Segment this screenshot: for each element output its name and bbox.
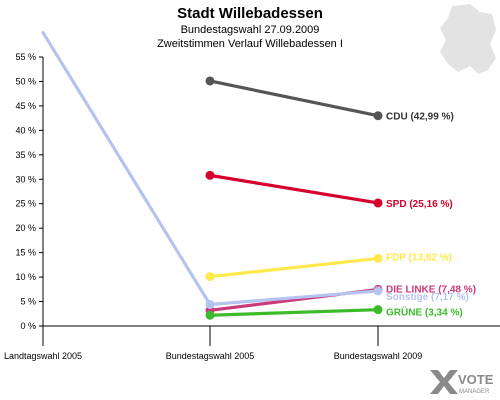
germany-map-icon bbox=[440, 4, 496, 74]
logo-manager-text: MANAGER bbox=[459, 389, 490, 395]
chart-subtitle: Bundestagswahl 27.09.2009 bbox=[181, 24, 320, 36]
y-tick-label: 55 % bbox=[15, 52, 36, 62]
y-tick-label: 5 % bbox=[20, 297, 36, 307]
y-tick-label: 0 % bbox=[20, 321, 36, 331]
y-tick-label: 40 % bbox=[15, 125, 36, 135]
y-tick-label: 45 % bbox=[15, 101, 36, 111]
data-point-spd bbox=[205, 170, 215, 180]
y-tick-label: 20 % bbox=[15, 223, 36, 233]
chart-title: Stadt Willebadessen bbox=[177, 5, 323, 22]
logo-vote-text: VOTE bbox=[458, 372, 494, 387]
data-point-gr-ne bbox=[205, 310, 215, 320]
data-point-cdu bbox=[373, 111, 383, 121]
y-tick-label: 15 % bbox=[15, 248, 36, 258]
series-line-cdu bbox=[208, 79, 380, 118]
data-point-cdu bbox=[205, 76, 215, 86]
series-end-label: Sonstige (7,17 %) bbox=[386, 292, 469, 303]
data-point-sonstige bbox=[373, 286, 383, 296]
y-tick-label: 10 % bbox=[15, 272, 36, 282]
series-end-label: FDP (13,82 %) bbox=[386, 252, 452, 263]
series-end-label: GRÜNE (3,34 %) bbox=[386, 306, 463, 319]
y-tick-label: 25 % bbox=[15, 199, 36, 209]
data-point-gr-ne bbox=[373, 305, 383, 315]
votemanager-logo: VOTE MANAGER bbox=[430, 370, 494, 395]
series-line-spd bbox=[208, 173, 380, 205]
y-tick-label: 50 % bbox=[15, 76, 36, 86]
y-tick-label: 30 % bbox=[15, 174, 36, 184]
data-point-spd bbox=[373, 198, 383, 208]
x-tick-label: Landtagswahl 2005 bbox=[4, 351, 82, 361]
series-end-label: CDU (42,99 %) bbox=[386, 112, 454, 123]
x-tick-label: Bundestagswahl 2009 bbox=[334, 351, 423, 361]
series-end-label: DIE LINKE (7,48 %) bbox=[386, 284, 476, 295]
series-end-label: SPD (25,16 %) bbox=[386, 199, 453, 210]
data-point-sonstige bbox=[205, 299, 215, 309]
y-tick-label: 35 % bbox=[15, 150, 36, 160]
series-line-gr-ne bbox=[208, 308, 380, 317]
data-point-fdp bbox=[205, 272, 215, 282]
plot-area: 0 % 5 % 10 % 15 % 20 % 25 % 30 % 35 % 40 % 45 % 50… bbox=[4, 30, 500, 361]
series-line-fdp bbox=[208, 256, 380, 279]
x-tick-label: Bundestagswahl 2005 bbox=[166, 351, 255, 361]
vote-cross-icon bbox=[430, 370, 458, 394]
data-point-fdp bbox=[373, 253, 383, 263]
chart-subtitle-2: Zweitstimmen Verlauf Willebadessen I bbox=[157, 38, 343, 50]
